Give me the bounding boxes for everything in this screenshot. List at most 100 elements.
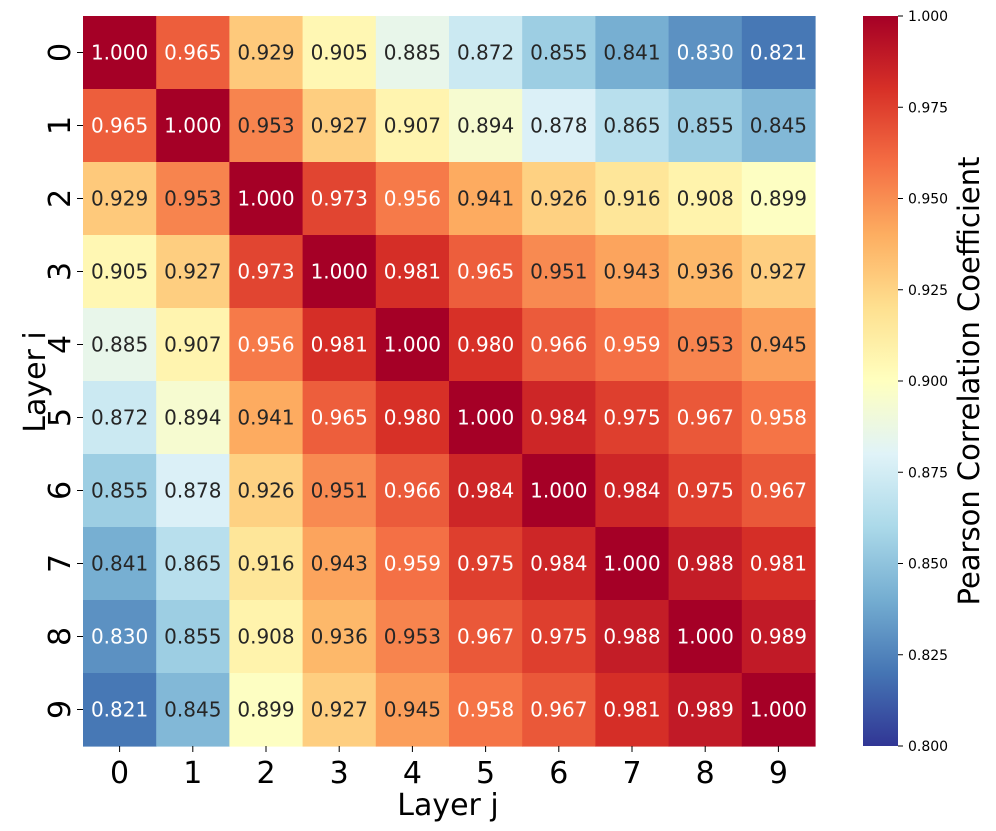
heatmap-cell-1-9 (741, 89, 816, 163)
heatmap-cell-3-7 (595, 235, 670, 309)
heatmap-cell-0-5 (449, 16, 523, 90)
heatmap-cell-6-6 (522, 454, 596, 528)
cell-value-label-8-2: 0.908 (237, 625, 294, 649)
heatmap-cell-7-4 (375, 527, 450, 601)
cell-value-label-6-8: 0.975 (677, 479, 734, 503)
heatmap-cell-6-1 (156, 454, 230, 528)
heatmap-cell-5-9 (741, 381, 816, 455)
cell-value-label-5-4: 0.980 (384, 406, 441, 430)
cell-value-label-0-2: 0.929 (237, 41, 294, 65)
cell-value-label-5-3: 0.965 (311, 406, 368, 430)
cell-value-label-0-4: 0.885 (384, 41, 441, 65)
x-tick-label-4: 4 (403, 756, 422, 791)
heatmap-cell-8-4 (375, 600, 450, 674)
cell-value-label-4-4: 1.000 (384, 333, 441, 357)
heatmap-cell-9-7 (595, 673, 670, 747)
heatmap-cell-2-5 (449, 162, 523, 236)
cell-value-label-3-4: 0.981 (384, 260, 441, 284)
x-tick-label-3: 3 (330, 756, 349, 791)
heatmap-cell-5-5 (449, 381, 523, 455)
x-tick-label-8: 8 (696, 756, 715, 791)
heatmap-cell-0-9 (741, 16, 816, 90)
cell-value-label-9-4: 0.945 (384, 698, 441, 722)
heatmap-cell-2-2 (229, 162, 304, 236)
cell-value-label-1-3: 0.927 (311, 114, 368, 138)
cell-value-label-7-1: 0.865 (164, 552, 221, 576)
heatmap-cell-3-1 (156, 235, 230, 309)
cell-value-label-0-8: 0.830 (677, 41, 734, 65)
cell-value-label-9-7: 0.981 (603, 698, 660, 722)
heatmap-cell-5-7 (595, 381, 670, 455)
heatmap-cell-6-9 (741, 454, 816, 528)
cell-value-label-1-6: 0.878 (530, 114, 587, 138)
y-tick-label-2: 2 (43, 189, 78, 208)
colorbar-tick-label-1: 0.825 (908, 648, 948, 664)
cell-value-label-3-0: 0.905 (91, 260, 148, 284)
cell-value-label-0-5: 0.872 (457, 41, 514, 65)
cell-value-label-1-2: 0.953 (237, 114, 294, 138)
y-tick-label-8: 8 (43, 627, 78, 646)
colorbar-tick-label-0: 0.800 (908, 739, 948, 755)
heatmap-cell-4-3 (302, 308, 377, 382)
cell-value-label-8-8: 1.000 (677, 625, 734, 649)
cell-value-label-2-1: 0.953 (164, 187, 221, 211)
heatmap-cell-0-4 (375, 16, 450, 90)
heatmap-cell-2-4 (375, 162, 450, 236)
heatmap-cell-6-7 (595, 454, 670, 528)
heatmap-cell-1-4 (375, 89, 450, 163)
cell-value-label-8-4: 0.953 (384, 625, 441, 649)
cell-value-label-7-5: 0.975 (457, 552, 514, 576)
heatmap-cell-2-6 (522, 162, 596, 236)
cell-value-label-2-5: 0.941 (457, 187, 514, 211)
cell-value-label-1-1: 1.000 (164, 114, 221, 138)
heatmap-cell-4-7 (595, 308, 670, 382)
cell-value-label-8-6: 0.975 (530, 625, 587, 649)
cell-value-label-4-3: 0.981 (311, 333, 368, 357)
heatmap-cell-1-8 (668, 89, 743, 163)
heatmap-cell-9-8 (668, 673, 743, 747)
x-tick-label-6: 6 (549, 756, 568, 791)
x-tick-label-7: 7 (622, 756, 641, 791)
cell-value-label-5-0: 0.872 (91, 406, 148, 430)
x-tick-labels: 0 1 2 3 4 5 6 7 8 9 (110, 746, 788, 791)
heatmap-cell-9-4 (375, 673, 450, 747)
x-tick-label-2: 2 (256, 756, 275, 791)
cell-value-label-8-1: 0.855 (164, 625, 221, 649)
cell-value-label-8-7: 0.988 (603, 625, 660, 649)
colorbar-tick-label-3: 0.875 (908, 465, 948, 481)
heatmap-cell-7-8 (668, 527, 743, 601)
heatmap-cell-2-8 (668, 162, 743, 236)
heatmap-cell-0-3 (302, 16, 377, 90)
cell-value-label-9-9: 1.000 (750, 698, 807, 722)
cell-value-label-0-9: 0.821 (750, 41, 807, 65)
heatmap-cell-8-9 (741, 600, 816, 674)
colorbar-label: Pearson Correlation Coefficient (952, 156, 986, 605)
heatmap-cell-8-6 (522, 600, 596, 674)
cell-value-label-7-7: 1.000 (603, 552, 660, 576)
heatmap-cell-9-0 (83, 673, 157, 747)
cell-value-label-4-8: 0.953 (677, 333, 734, 357)
cell-value-label-6-7: 0.984 (603, 479, 660, 503)
heatmap-cell-6-0 (83, 454, 157, 528)
cell-value-label-3-6: 0.951 (530, 260, 587, 284)
heatmap-cell-5-0 (83, 381, 157, 455)
x-tick-label-1: 1 (183, 756, 202, 791)
cell-value-label-6-3: 0.951 (311, 479, 368, 503)
y-tick-label-1: 1 (43, 116, 78, 135)
cell-value-label-2-3: 0.973 (311, 187, 368, 211)
heatmap-cell-8-3 (302, 600, 377, 674)
heatmap-cell-2-7 (595, 162, 670, 236)
cell-value-label-4-1: 0.907 (164, 333, 221, 357)
cell-value-label-5-1: 0.894 (164, 406, 221, 430)
heatmap-cell-0-2 (229, 16, 304, 90)
cell-value-label-5-5: 1.000 (457, 406, 514, 430)
heatmap-cell-2-3 (302, 162, 377, 236)
cell-value-label-9-1: 0.845 (164, 698, 221, 722)
y-axis-label: Layer i (18, 331, 53, 433)
colorbar-ticks: 0.800 0.825 0.850 0.875 0.900 0.925 0.950 0.975… (898, 9, 948, 755)
heatmap-cell-2-1 (156, 162, 230, 236)
cell-value-label-7-2: 0.916 (237, 552, 294, 576)
heatmap-cell-9-1 (156, 673, 230, 747)
heatmap-cell-5-6 (522, 381, 596, 455)
